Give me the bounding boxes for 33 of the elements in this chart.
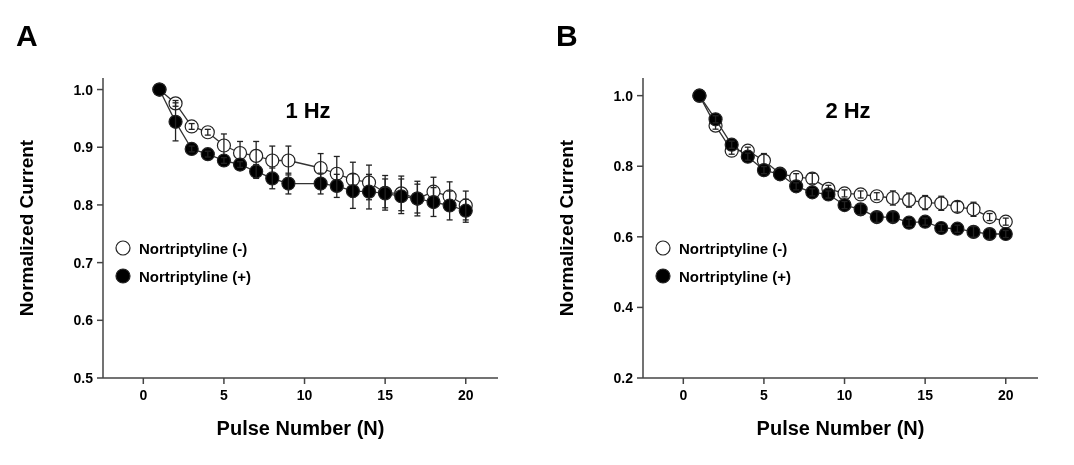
text: B — [556, 19, 578, 52]
y-tick-label: 0.4 — [613, 299, 634, 316]
y-axis-title: Normalized Current — [556, 139, 577, 317]
x-tick-label: 15 — [377, 387, 394, 403]
y-tick-label: 0.2 — [613, 370, 634, 386]
y-tick-label: 0.5 — [73, 370, 94, 386]
y-tick-label: 1.0 — [73, 81, 94, 98]
legend-label: Nortriptyline (+) — [139, 268, 252, 285]
x-tick-label: 15 — [917, 387, 934, 403]
x-axis-title: Pulse Number (N) — [216, 417, 385, 439]
x-tick-label: 0 — [139, 387, 148, 403]
text: A — [16, 19, 38, 52]
x-tick-label: 10 — [836, 387, 853, 403]
x-tick-label: 20 — [457, 387, 474, 403]
y-tick-label: 0.8 — [613, 158, 634, 175]
y-tick-label: 0.8 — [73, 196, 94, 213]
y-axis-title: Normalized Current — [16, 139, 37, 317]
x-axis-title: Pulse Number (N) — [756, 417, 925, 439]
y-tick-label: 0.9 — [73, 139, 94, 156]
x-tick-label: 10 — [296, 387, 313, 403]
y-tick-label: 0.7 — [73, 254, 94, 271]
x-tick-label: 0 — [679, 387, 688, 403]
x-tick-label: 20 — [997, 387, 1014, 403]
x-tick-label: 5 — [760, 387, 769, 403]
legend-label: Nortriptyline (-) — [679, 240, 788, 257]
legend-label: Nortriptyline (+) — [679, 268, 792, 285]
text: 1 Hz — [285, 98, 331, 123]
text: 2 Hz — [825, 98, 871, 123]
legend-label: Nortriptyline (-) — [139, 240, 248, 257]
y-tick-label: 0.6 — [613, 228, 634, 245]
y-tick-label: 0.6 — [73, 312, 94, 329]
x-tick-label: 5 — [220, 387, 229, 403]
y-tick-label: 1.0 — [613, 87, 634, 104]
